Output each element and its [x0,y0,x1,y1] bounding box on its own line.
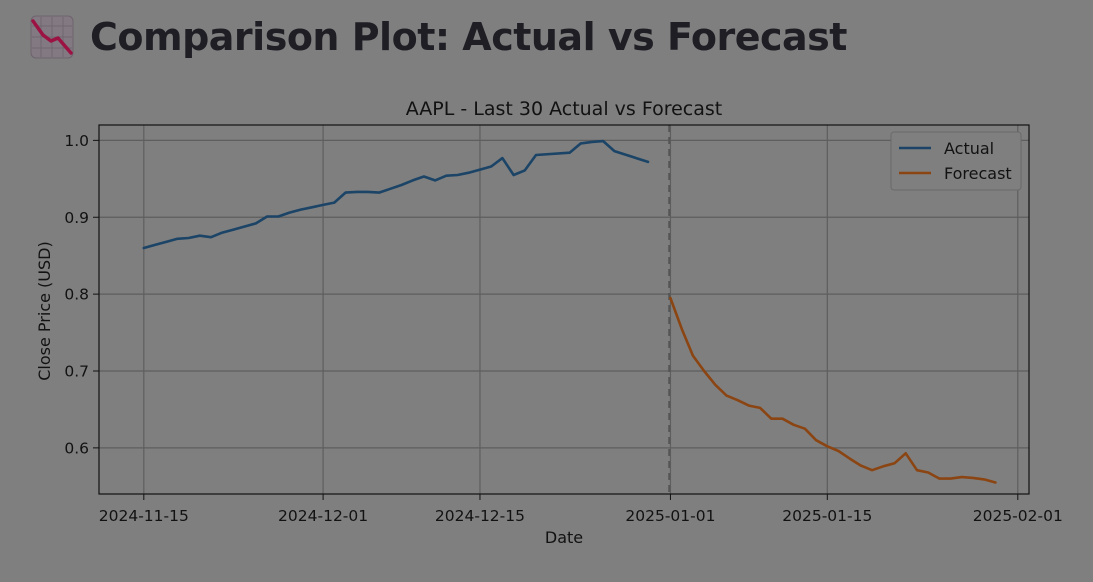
y-tick-label: 0.7 [64,363,89,381]
y-tick-label: 1.0 [64,132,89,150]
y-axis-label: Close Price (USD) [35,241,54,380]
legend-label-forecast: Forecast [944,164,1012,183]
page-header: Comparison Plot: Actual vs Forecast [30,12,847,62]
grid-lines [99,125,1029,494]
plot-frame [98,124,1030,495]
y-tick-label: 0.6 [64,439,89,457]
y-tick-label: 0.8 [64,286,89,304]
x-tick-label: 2025-01-15 [782,507,872,525]
legend: Actual Forecast [890,131,1022,191]
x-tick-label: 2024-11-15 [99,507,189,525]
x-axis-label: Date [545,528,583,547]
x-tick-label: 2025-01-01 [625,507,715,525]
x-tick-label: 2024-12-01 [278,507,368,525]
series-lines [142,139,997,484]
series-line-forecast [669,296,997,484]
legend-box [890,131,1022,191]
axis-ticks: 2024-11-15 2024-12-01 2024-12-15 2025-01-01… [64,132,1062,525]
series-line-actual [142,139,650,250]
chart-decreasing-icon [30,15,74,59]
x-tick-label: 2025-02-01 [973,507,1063,525]
legend-label-actual: Actual [944,139,994,158]
chart-title: AAPL - Last 30 Actual vs Forecast [406,98,722,120]
y-tick-label: 0.9 [64,209,89,227]
x-tick-label: 2024-12-15 [435,507,525,525]
page-title: Comparison Plot: Actual vs Forecast [90,15,847,59]
